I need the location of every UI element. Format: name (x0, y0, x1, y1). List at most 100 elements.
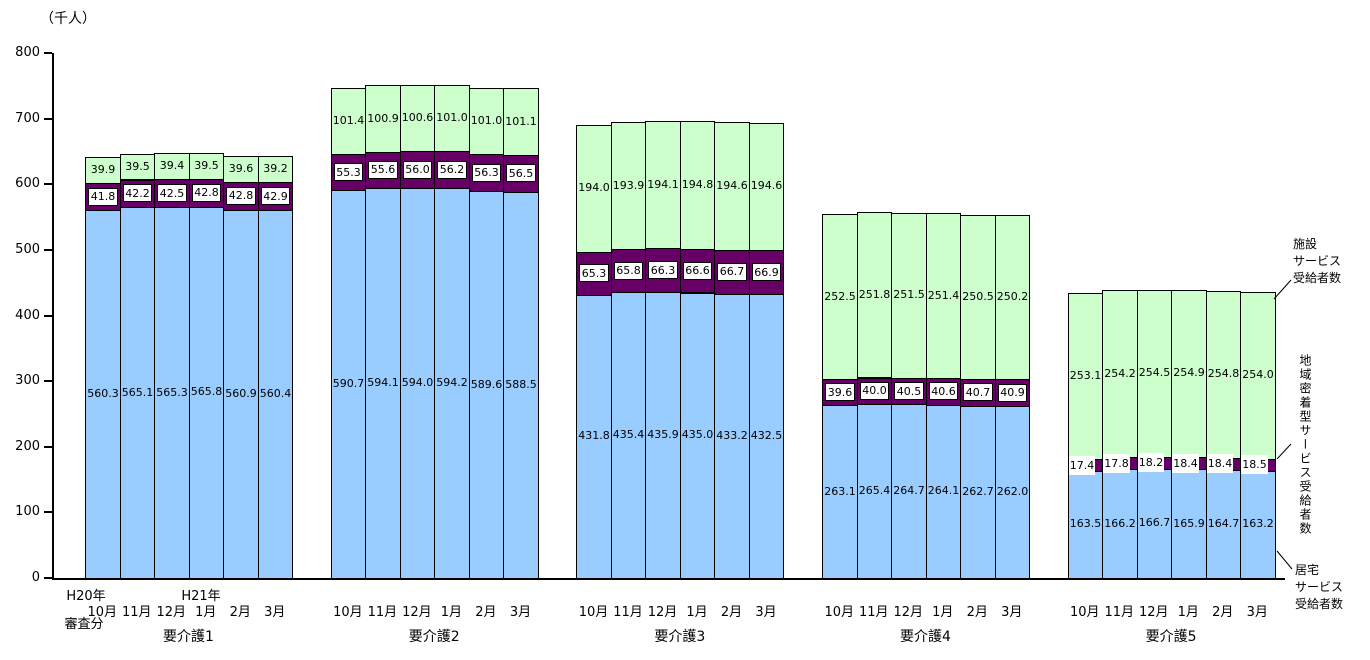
month-label: 11月 (122, 605, 152, 620)
y-tick-mark (44, 248, 52, 251)
bar-value-facility: 194.0 (578, 181, 610, 195)
bar-segment-facility (120, 153, 155, 181)
bar-value-home: 560.9 (225, 387, 257, 400)
bar-segment-facility (1240, 292, 1276, 460)
month-label: 10月 (87, 605, 118, 620)
bar-value-home: 565.1 (121, 385, 154, 399)
bar-value-community: 56.3 (472, 163, 501, 182)
bar-value-home: 166.7 (1138, 516, 1171, 530)
bar-value-home: 560.4 (259, 387, 292, 401)
month-label: 12月 (402, 605, 432, 620)
y-tick-label: 200 (15, 438, 40, 454)
bar-value-home: 431.8 (578, 429, 610, 443)
bar-value-community: 17.8 (1103, 453, 1130, 473)
month-label: 11月 (613, 605, 643, 620)
y-axis-line (52, 53, 54, 580)
bar-value-community: 42.8 (226, 186, 256, 205)
bar-segment-facility (576, 124, 612, 253)
month-label: 1月 (440, 605, 463, 620)
bar-segment-facility (857, 212, 892, 379)
bar-segment-facility (645, 121, 681, 250)
bar-value-facility: 254.2 (1104, 366, 1136, 380)
bar-value-facility: 39.2 (263, 162, 288, 176)
month-label: 2月 (475, 605, 497, 620)
month-label: 12月 (647, 605, 678, 620)
bar-value-community: 18.4 (1207, 454, 1233, 474)
bar-value-community: 40.9 (998, 383, 1027, 402)
month-label: 12月 (156, 605, 187, 620)
bar-segment-home (331, 190, 366, 579)
bar-value-home: 432.5 (750, 429, 783, 443)
month-label: 1月 (932, 605, 954, 620)
bar-value-facility: 251.4 (927, 288, 960, 302)
y-tick-label: 300 (15, 373, 40, 389)
group-label: 要介護2 (408, 629, 460, 645)
bar-value-facility: 254.8 (1207, 367, 1240, 381)
x-axis-line (52, 578, 1285, 580)
bar-value-home: 262.7 (962, 484, 994, 498)
group-label: 要介護4 (900, 629, 951, 645)
bar-value-home: 435.0 (681, 428, 714, 442)
bar-value-facility: 250.2 (996, 290, 1029, 304)
review-note-label: 審査分 (64, 617, 104, 632)
bar-value-home: 594.2 (436, 376, 468, 389)
bar-segment-facility (258, 156, 293, 184)
bar-value-community: 66.6 (683, 261, 712, 280)
bar-value-facility: 251.5 (893, 288, 925, 302)
community-pointer-line (1276, 443, 1292, 460)
era-label-h21: H21年 (181, 589, 221, 604)
bar-value-community: 18.2 (1138, 453, 1164, 473)
bar-value-community: 18.5 (1241, 455, 1268, 475)
month-label: 11月 (367, 605, 398, 620)
bar-segment-home (400, 188, 435, 579)
month-label: 2月 (966, 605, 988, 620)
bar-value-community: 40.6 (929, 382, 958, 401)
home-pointer-line (1276, 550, 1293, 570)
y-tick-mark (44, 52, 52, 54)
bar-value-facility: 194.6 (716, 179, 748, 193)
bar-value-home: 565.3 (156, 385, 188, 399)
legend-home-label: 居宅 サービス 受給者数 (1295, 563, 1344, 611)
bar-value-community: 17.4 (1069, 455, 1095, 475)
legend-community-label: 地域密着型サービス受給者数 (1298, 354, 1312, 536)
bar-segment-home (258, 210, 293, 579)
y-tick-label: 800 (15, 45, 40, 60)
month-label: 10月 (1070, 605, 1100, 620)
month-label: 1月 (195, 605, 217, 620)
bar-value-community: 39.6 (825, 383, 855, 402)
bar-value-home: 435.4 (612, 428, 645, 442)
bar-value-community: 55.6 (368, 160, 398, 179)
group-label: 要介護3 (654, 629, 706, 645)
y-tick-label: 600 (15, 176, 40, 192)
bar-value-home: 165.9 (1173, 516, 1205, 530)
month-label: 10月 (333, 605, 363, 620)
y-tick-label: 700 (15, 110, 40, 126)
bar-value-facility: 194.8 (681, 177, 714, 191)
bar-value-home: 588.5 (505, 377, 537, 391)
bar-value-facility: 39.5 (194, 158, 219, 172)
month-label: 3月 (509, 605, 532, 620)
bar-segment-facility (611, 121, 646, 250)
month-label: 3月 (755, 605, 777, 620)
bar-value-community: 66.9 (752, 263, 781, 282)
bar-value-community: 56.0 (403, 160, 432, 179)
month-label: 12月 (893, 605, 924, 620)
bar-segment-facility (223, 155, 259, 183)
bar-value-home: 264.1 (927, 484, 960, 498)
bar-value-community: 65.3 (579, 264, 609, 283)
bar-value-home: 433.2 (716, 428, 748, 442)
bar-value-home: 435.9 (647, 428, 679, 441)
bar-value-facility: 254.9 (1173, 366, 1205, 380)
bar-segment-facility (749, 122, 784, 252)
bar-value-community: 55.3 (334, 163, 363, 182)
bar-value-facility: 193.9 (612, 178, 645, 192)
bar-value-facility: 39.5 (125, 159, 150, 173)
bar-segment-home (469, 191, 504, 579)
bar-value-facility: 251.8 (858, 288, 891, 301)
bar-segment-facility (926, 213, 961, 380)
bar-value-community: 65.8 (614, 261, 643, 280)
month-label: 11月 (1104, 605, 1135, 620)
y-tick-mark (44, 380, 52, 383)
bar-value-facility: 101.4 (332, 113, 365, 127)
